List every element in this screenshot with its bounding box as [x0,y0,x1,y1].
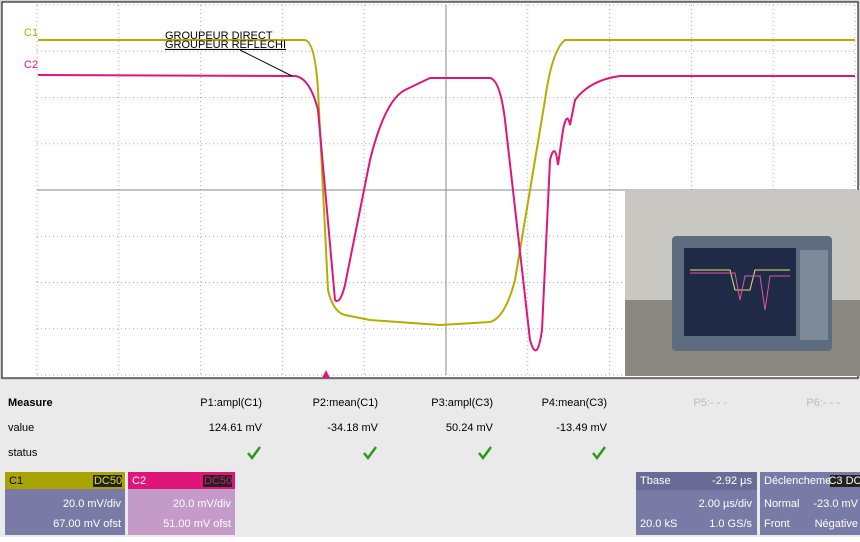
c1-marker: C1 [24,27,38,39]
timebase-rate: 1.0 GS/s [709,518,752,530]
coupling: DC50 [204,475,232,487]
timebase-delay: -2.92 µs [712,475,752,487]
photo-inset [625,190,860,376]
measure-header: P3:ampl(C3) [431,397,493,409]
measure-header: P1:ampl(C1) [200,397,262,409]
c2-marker: C2 [24,59,38,71]
measure-value: -13.49 mV [556,422,607,434]
timebase-scale: 2.00 µs/div [699,498,753,510]
measure-header: P5:- - - [693,397,727,409]
trigger-slope: Négative [815,518,858,530]
channel-name: C2 [132,475,146,487]
trigger-mode: Normal [764,498,799,510]
channel-offset: 67.00 mV ofst [53,518,121,530]
measure-header: P2:mean(C1) [313,397,378,409]
channel-scale: 20.0 mV/div [63,498,122,510]
measure-value: value [8,422,34,434]
trigger-badge: C3 DC [828,475,860,487]
measure-value: -34.18 mV [327,422,378,434]
trigger-box: Déclencheme C3 DC Normal -23.0 mV Front … [760,472,860,535]
channel-boxes: C1 DC50 20.0 mV/div 67.00 mV ofst C2 DC50 20.0… [5,472,235,535]
annotation: GROUPEUR REFLECHI [165,39,286,51]
trigger-type: Front [764,518,790,530]
status-label: status [8,447,38,459]
measure-header: P6:- - - [806,397,840,409]
timebase-title: Tbase [640,475,671,487]
measure-value: 50.24 mV [446,422,494,434]
timebase-box: Tbase -2.92 µs 2.00 µs/div 20.0 kS 1.0 G… [636,472,757,535]
measure-header: Measure [8,397,53,409]
measure-header: P4:mean(C3) [542,397,607,409]
timebase-samples: 20.0 kS [640,518,677,530]
channel-scale: 20.0 mV/div [173,498,232,510]
trigger-title: Déclencheme [764,475,831,487]
channel-name: C1 [9,475,23,487]
coupling: DC50 [94,475,122,487]
trigger-level: -23.0 mV [813,498,858,510]
channel-offset: 51.00 mV ofst [163,518,231,530]
oscilloscope-screen: C1 C2 GROUPEUR DIRECT GROUPEUR REFLECHI … [0,0,860,537]
measure-value: 124.61 mV [209,422,263,434]
